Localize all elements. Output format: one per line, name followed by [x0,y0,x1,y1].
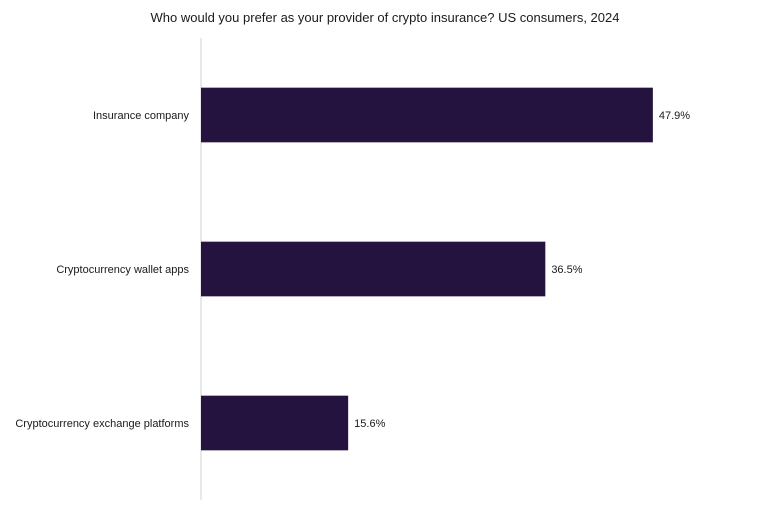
bars-layer: Insurance company 47.9% Cryptocurrency wal… [15,87,690,451]
category-label: Cryptocurrency wallet apps [56,264,189,276]
bar [201,395,349,451]
value-label: 47.9% [659,110,690,122]
value-label: 36.5% [551,264,582,276]
category-label: Insurance company [93,110,189,122]
category-label: Cryptocurrency exchange platforms [15,418,189,430]
bar [201,87,653,143]
value-label: 15.6% [354,418,385,430]
bar [201,241,546,297]
chart-title: Who would you prefer as your provider of… [151,10,620,25]
